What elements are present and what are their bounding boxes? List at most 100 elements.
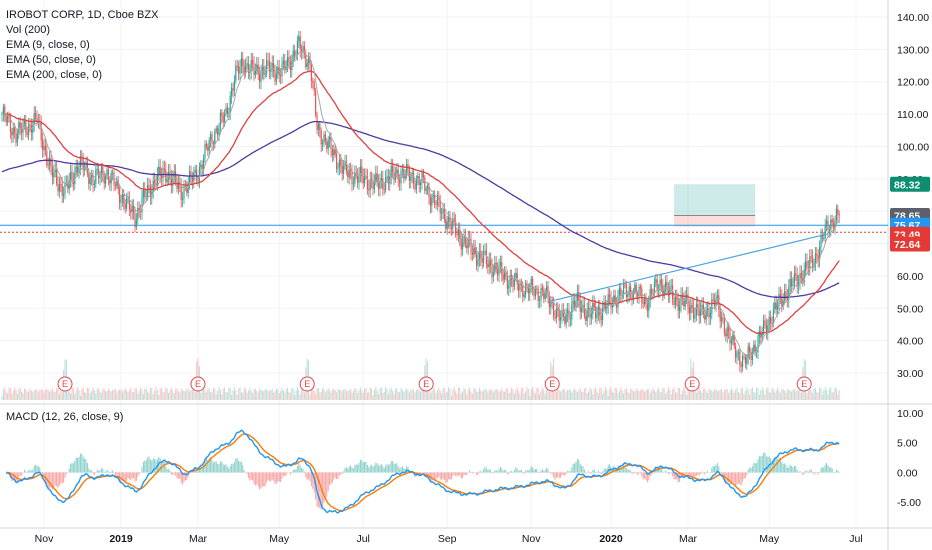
- macd-histogram-bar: [79, 453, 81, 473]
- macd-histogram-bar: [225, 464, 227, 473]
- macd-histogram-bar: [173, 472, 175, 474]
- candle-body: [791, 279, 793, 287]
- candle-body: [127, 196, 129, 199]
- volume-bar: [303, 392, 305, 400]
- volume-bar: [28, 391, 30, 400]
- candle-body: [641, 288, 643, 303]
- candle: [789, 271, 791, 295]
- macd-histogram-bar: [628, 469, 630, 473]
- volume-bar: [71, 387, 73, 400]
- volume-bar: [390, 387, 392, 400]
- candle-body: [4, 106, 6, 116]
- volume-bar: [268, 390, 270, 400]
- macd-histogram-bar: [575, 461, 577, 473]
- candle: [488, 252, 490, 275]
- candle-body: [679, 305, 681, 311]
- macd-histogram-bar: [707, 471, 709, 473]
- volume-bar: [777, 387, 779, 400]
- macd-histogram-bar: [310, 472, 312, 486]
- volume-bar: [299, 394, 301, 400]
- candle: [245, 58, 247, 78]
- candle-body: [380, 178, 382, 181]
- volume-bar: [781, 389, 783, 400]
- macd-histogram-bar: [562, 472, 564, 475]
- candle-body: [450, 226, 452, 229]
- volume-bar: [113, 389, 115, 400]
- macd-histogram-bar: [639, 472, 641, 474]
- candle-body: [403, 169, 405, 179]
- volume-bar: [84, 391, 86, 400]
- candle-body: [700, 309, 702, 317]
- candle: [271, 55, 273, 77]
- candle: [673, 292, 675, 308]
- price-tag-box: [890, 176, 930, 192]
- candle: [564, 309, 566, 327]
- candle-body: [533, 289, 535, 297]
- macd-histogram-bar: [495, 470, 497, 473]
- volume-bar: [77, 387, 79, 400]
- candle: [333, 144, 335, 161]
- volume-bar: [575, 390, 577, 400]
- candle: [746, 353, 748, 371]
- volume-bar: [740, 387, 742, 400]
- macd-histogram-bar: [546, 467, 548, 473]
- volume-bar: [687, 388, 689, 400]
- candle-body: [250, 60, 252, 72]
- candle-body: [768, 316, 770, 326]
- candle-body: [757, 336, 759, 352]
- candle-body: [823, 237, 825, 239]
- candle-body: [792, 285, 794, 287]
- candle-body: [312, 80, 314, 83]
- candle-body: [155, 183, 157, 187]
- macd-histogram-bar: [645, 472, 647, 481]
- volume-bar: [557, 388, 559, 400]
- macd-histogram-bar: [182, 472, 184, 485]
- volume-bar: [410, 389, 412, 400]
- candle: [723, 314, 725, 337]
- volume-bar: [645, 390, 647, 400]
- candle-body: [642, 302, 644, 304]
- macd-histogram-bar: [296, 466, 298, 473]
- macd-histogram-bar: [554, 472, 556, 480]
- volume-bar: [93, 390, 95, 400]
- candle-body: [765, 324, 767, 333]
- volume-bar: [50, 390, 52, 400]
- candle: [369, 171, 371, 198]
- volume-bar: [47, 390, 49, 400]
- volume-bar: [120, 389, 122, 400]
- candle: [124, 198, 126, 214]
- volume-bar: [445, 392, 447, 400]
- macd-histogram-bar: [128, 472, 130, 480]
- macd-histogram-bar: [828, 467, 830, 473]
- candle: [427, 182, 429, 195]
- macd-histogram-bar: [65, 472, 67, 474]
- candle: [679, 297, 681, 319]
- volume-bar: [133, 392, 135, 400]
- volume-bar: [148, 392, 150, 400]
- candle: [134, 206, 136, 233]
- candle: [455, 214, 457, 238]
- macd-histogram-bar: [821, 467, 823, 473]
- candle-body: [603, 302, 605, 308]
- macd-histogram-bar: [695, 472, 697, 476]
- volume-bar: [739, 392, 741, 400]
- candle: [380, 170, 382, 189]
- candle-body: [708, 308, 710, 318]
- volume-bar: [366, 392, 368, 400]
- candle-body: [546, 286, 548, 293]
- macd-histogram-bar: [239, 461, 241, 473]
- candle: [308, 52, 310, 70]
- candle: [788, 279, 790, 308]
- candle-body: [372, 180, 374, 190]
- candle: [338, 154, 340, 176]
- candle: [68, 172, 70, 195]
- volume-bar: [666, 391, 668, 400]
- macd-histogram-bar: [749, 467, 751, 473]
- candle: [813, 258, 815, 271]
- candle-body: [263, 66, 265, 75]
- macd-histogram-bar: [338, 472, 340, 476]
- macd-histogram-bar: [477, 472, 479, 475]
- candle: [782, 293, 784, 311]
- macd-histogram-bar: [827, 465, 829, 473]
